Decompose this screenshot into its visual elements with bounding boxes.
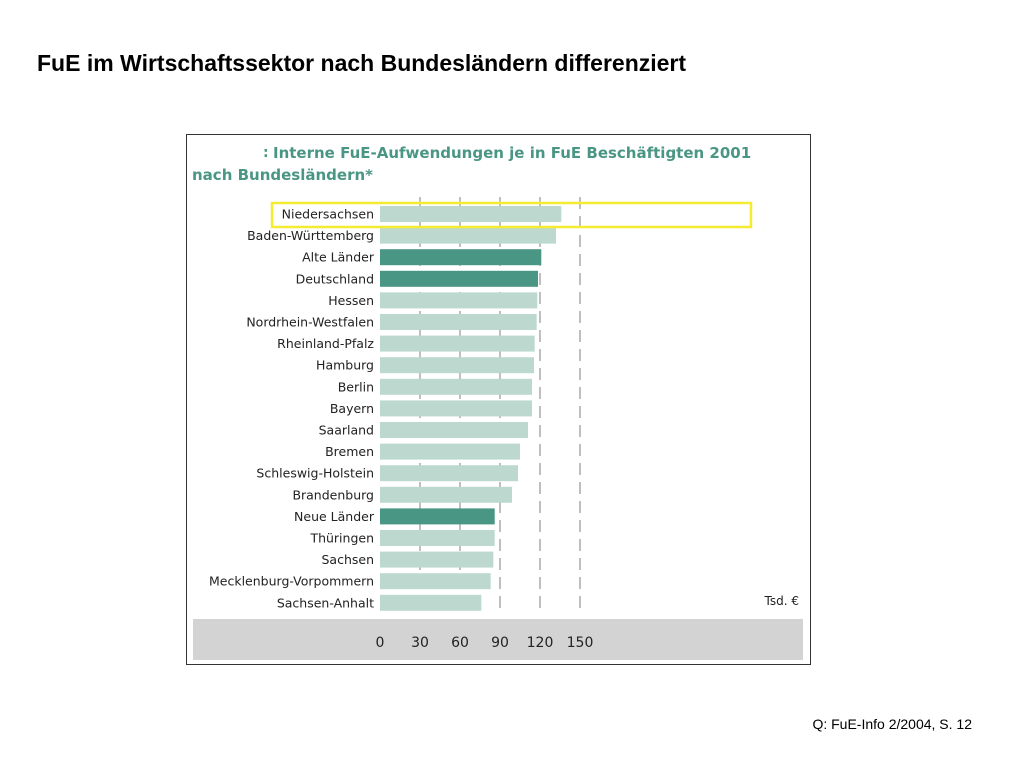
bar-rheinland-pfalz bbox=[380, 335, 535, 352]
bar-mecklenburg-vorpommern bbox=[380, 573, 491, 590]
bar-hessen bbox=[380, 292, 538, 309]
chart-frame: : Interne FuE-Aufwendungen je in FuE Bes… bbox=[186, 134, 811, 665]
bar-th-ringen bbox=[380, 530, 495, 546]
category-label: Baden-Württemberg bbox=[247, 228, 374, 243]
category-label: Hamburg bbox=[316, 358, 374, 373]
bar-bremen bbox=[380, 443, 520, 460]
category-label: Schleswig-Holstein bbox=[256, 466, 374, 481]
tick-label: 60 bbox=[451, 635, 469, 651]
tick-label: 0 bbox=[376, 635, 385, 651]
category-label: Saarland bbox=[319, 423, 374, 438]
bar-deutschland bbox=[380, 270, 538, 287]
chart-title-line1: Interne FuE-Aufwendungen je in FuE Besch… bbox=[273, 144, 751, 162]
bar-alte-l-nder bbox=[380, 249, 542, 266]
category-label: Hessen bbox=[328, 293, 374, 308]
category-label: Thüringen bbox=[309, 531, 374, 546]
tick-label: 30 bbox=[411, 635, 429, 651]
slide-title: FuE im Wirtschaftssektor nach Bundesländ… bbox=[37, 50, 687, 76]
category-label: Deutschland bbox=[296, 271, 374, 286]
category-label: Niedersachsen bbox=[282, 207, 374, 222]
category-label: Bayern bbox=[330, 401, 374, 416]
category-label: Nordrhein-Westfalen bbox=[246, 315, 374, 330]
category-label: Brandenburg bbox=[292, 487, 374, 502]
bar-sachsen bbox=[380, 551, 494, 568]
bar-neue-l-nder bbox=[380, 508, 495, 525]
chart-title-prefix: : bbox=[263, 145, 269, 161]
bar-brandenburg bbox=[380, 486, 512, 503]
tick-label: 120 bbox=[527, 635, 554, 651]
bar-berlin bbox=[380, 378, 532, 395]
bar-chart: : Interne FuE-Aufwendungen je in FuE Bes… bbox=[187, 135, 803, 660]
bar-baden-w-rttemberg bbox=[380, 227, 556, 244]
unit-label: Tsd. € bbox=[764, 594, 799, 608]
highlight-frame bbox=[270, 201, 753, 229]
axis-band bbox=[193, 619, 803, 660]
tick-label: 90 bbox=[491, 635, 509, 651]
chart-title-line2: nach Bundesländern* bbox=[192, 166, 373, 184]
category-label: Sachsen bbox=[321, 552, 374, 567]
bar-hamburg bbox=[380, 357, 534, 374]
tick-label: 150 bbox=[567, 635, 594, 651]
title-mask bbox=[187, 135, 265, 161]
bar-niedersachsen bbox=[380, 206, 562, 222]
category-label: Mecklenburg-Vorpommern bbox=[209, 574, 374, 589]
source-note: Q: FuE-Info 2/2004, S. 12 bbox=[812, 716, 972, 732]
bar-nordrhein-westfalen bbox=[380, 314, 537, 330]
category-label: Rheinland-Pfalz bbox=[277, 336, 374, 351]
category-label: Neue Länder bbox=[294, 509, 375, 524]
category-label: Bremen bbox=[325, 444, 374, 459]
bar-schleswig-holstein bbox=[380, 465, 518, 482]
bar-saarland bbox=[380, 422, 528, 438]
category-label: Berlin bbox=[338, 379, 374, 394]
category-label: Sachsen-Anhalt bbox=[277, 595, 374, 610]
bar-bayern bbox=[380, 400, 532, 417]
bar-sachsen-anhalt bbox=[380, 594, 482, 611]
category-label: Alte Länder bbox=[302, 250, 375, 265]
